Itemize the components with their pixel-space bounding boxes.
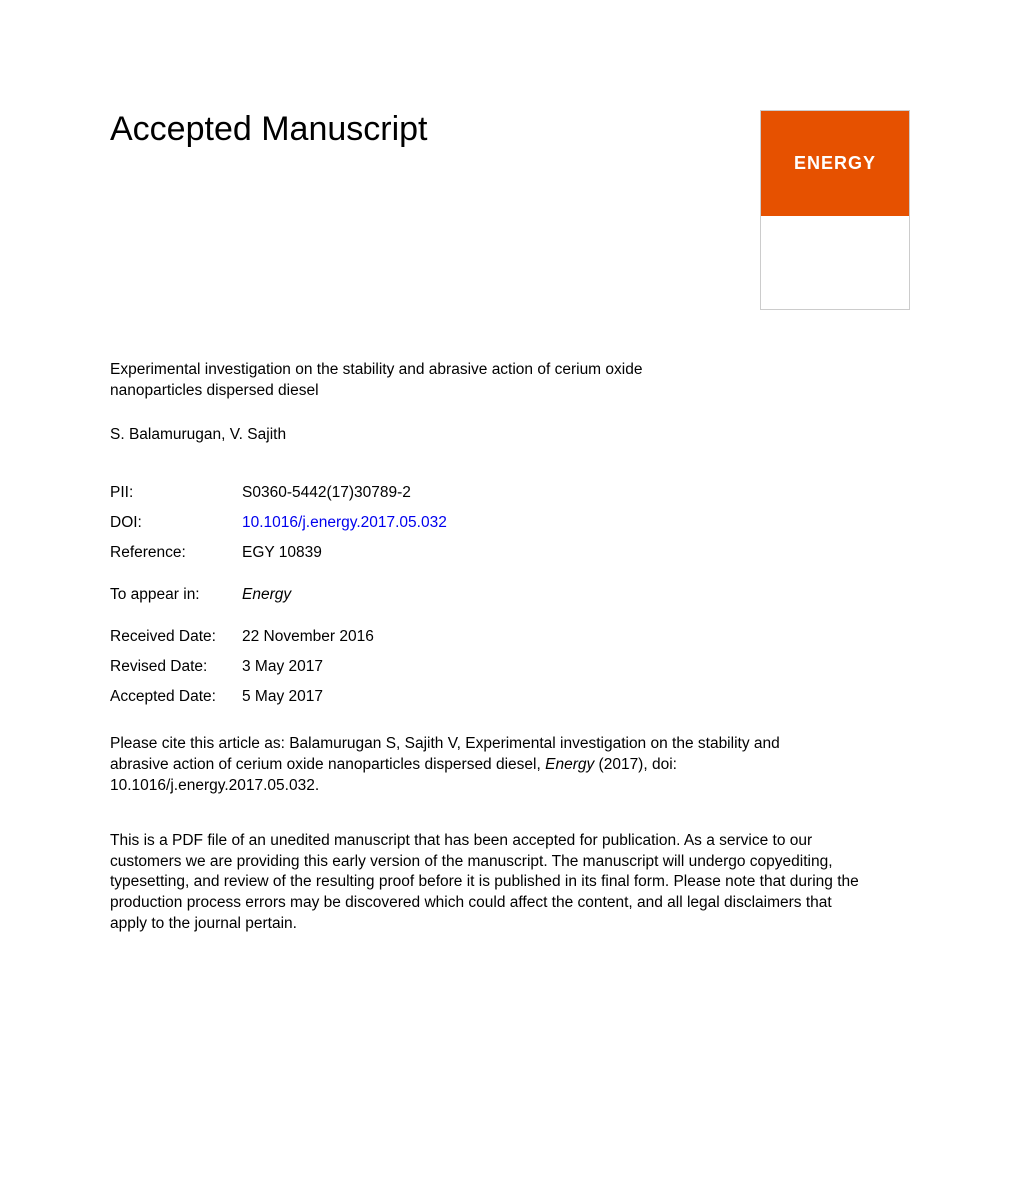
pii-label: PII:	[110, 484, 242, 502]
reference-label: Reference:	[110, 544, 242, 562]
meta-row-doi: DOI: 10.1016/j.energy.2017.05.032	[110, 514, 910, 532]
meta-row-accepted: Accepted Date: 5 May 2017	[110, 688, 910, 706]
accepted-label: Accepted Date:	[110, 688, 242, 706]
meta-row-reference: Reference: EGY 10839	[110, 544, 910, 562]
appear-label: To appear in:	[110, 586, 242, 604]
meta-row-pii: PII: S0360-5442(17)30789-2	[110, 484, 910, 502]
meta-row-revised: Revised Date: 3 May 2017	[110, 658, 910, 676]
revised-label: Revised Date:	[110, 658, 242, 676]
reference-value: EGY 10839	[242, 544, 910, 562]
citation-text: Please cite this article as: Balamurugan…	[110, 734, 840, 797]
journal-cover-thumbnail: ENERGY	[760, 110, 910, 310]
citation-prefix: Please cite this article as: Balamurugan…	[110, 735, 780, 773]
revised-value: 3 May 2017	[242, 658, 910, 676]
metadata-table: PII: S0360-5442(17)30789-2 DOI: 10.1016/…	[110, 484, 910, 706]
received-label: Received Date:	[110, 628, 242, 646]
page-title: Accepted Manuscript	[110, 110, 428, 149]
journal-cover-top: ENERGY	[761, 111, 909, 216]
pii-value: S0360-5442(17)30789-2	[242, 484, 910, 502]
received-value: 22 November 2016	[242, 628, 910, 646]
article-title: Experimental investigation on the stabil…	[110, 360, 670, 402]
accepted-value: 5 May 2017	[242, 688, 910, 706]
doi-link[interactable]: 10.1016/j.energy.2017.05.032	[242, 514, 910, 532]
appear-value: Energy	[242, 586, 910, 604]
doi-label: DOI:	[110, 514, 242, 532]
meta-row-received: Received Date: 22 November 2016	[110, 628, 910, 646]
header-row: Accepted Manuscript ENERGY	[110, 110, 910, 310]
authors: S. Balamurugan, V. Sajith	[110, 426, 910, 444]
meta-row-appear: To appear in: Energy	[110, 586, 910, 604]
journal-cover-bottom	[761, 216, 909, 309]
disclaimer-text: This is a PDF file of an unedited manusc…	[110, 831, 870, 936]
citation-journal: Energy	[545, 756, 594, 773]
journal-logo-text: ENERGY	[794, 153, 876, 174]
